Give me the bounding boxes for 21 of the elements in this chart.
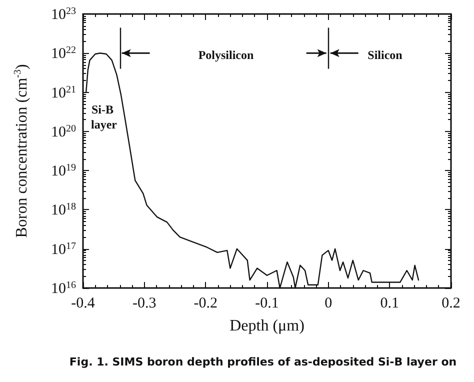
x-tick-label: -0.1 <box>255 296 279 312</box>
x-tick-label: 0 <box>324 296 332 312</box>
annotation: Si-B layer <box>91 102 118 132</box>
y-axis-title: Boron concentration (cm-3) <box>12 64 30 238</box>
x-axis-title: Depth (μm) <box>230 318 304 334</box>
x-tick-label: 0.1 <box>380 296 400 312</box>
y-tick-label: 10$^{22}$ <box>51 44 76 62</box>
y-tick-label: 10$^{19}$ <box>51 162 76 180</box>
y-tick-label: 10$^{16}$ <box>51 280 76 297</box>
x-tick-label: -0.4 <box>71 296 96 312</box>
annotation: Polysilicon <box>198 48 254 62</box>
y-tick-label: 10$^{23}$ <box>51 6 76 23</box>
x-tick-label: -0.3 <box>132 296 156 312</box>
annotation: Silicon <box>368 48 403 62</box>
x-tick-label: -0.2 <box>194 296 218 312</box>
x-tick-label: 0.2 <box>442 296 460 312</box>
y-tick-label: 10$^{20}$ <box>51 122 76 140</box>
y-tick-label: 10$^{17}$ <box>51 240 76 258</box>
y-tick-label: 10$^{21}$ <box>51 84 76 102</box>
y-tick-label: 10$^{18}$ <box>51 201 76 219</box>
caption: Fig. 1. SIMS boron depth profiles of as-deposited Si-B layer on <box>69 356 457 368</box>
